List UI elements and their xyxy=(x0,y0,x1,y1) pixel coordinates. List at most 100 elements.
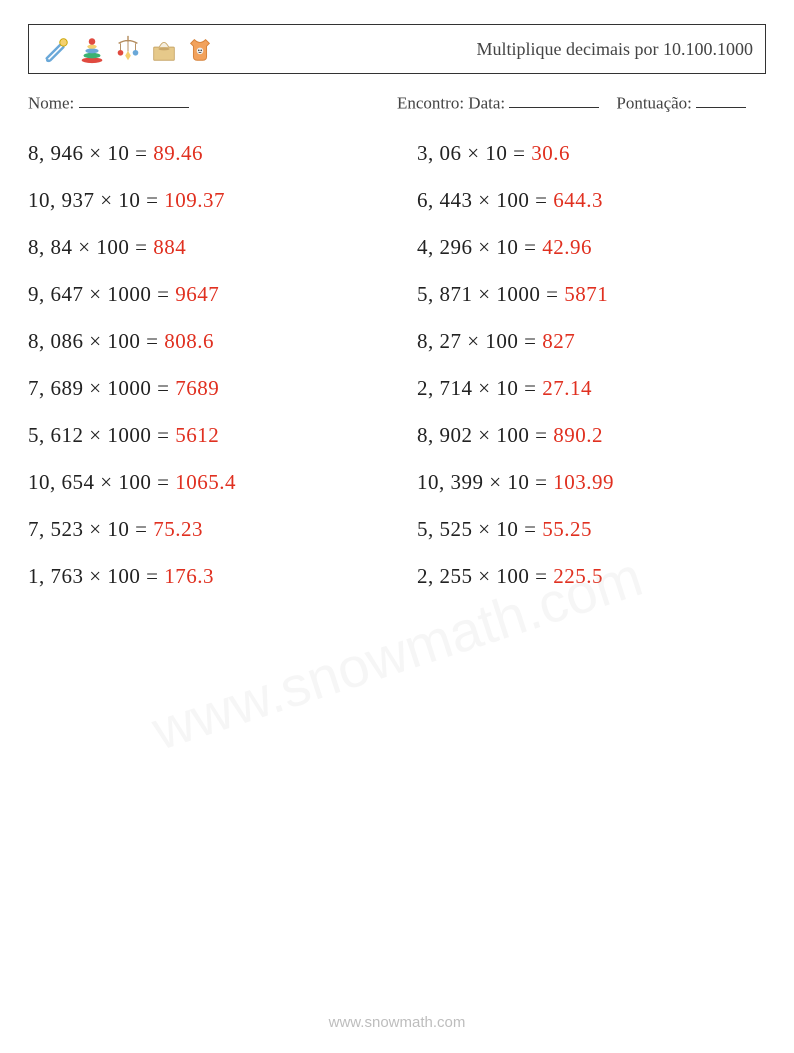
equals: = xyxy=(151,376,175,400)
operand: 10, 937 xyxy=(28,188,95,212)
answer: 9647 xyxy=(175,282,219,306)
score-label: Pontuação: xyxy=(616,93,692,112)
multiply-sign: × xyxy=(478,564,490,588)
multiply-sign: × xyxy=(89,376,101,400)
problem-row: 2, 255 × 100 = 225.5 xyxy=(417,564,766,589)
multiplier: 1000 xyxy=(107,376,151,400)
equals: = xyxy=(529,188,553,212)
equals: = xyxy=(151,423,175,447)
multiplier: 100 xyxy=(107,329,140,353)
problem-row: 6, 443 × 100 = 644.3 xyxy=(417,188,766,213)
answer: 176.3 xyxy=(164,564,214,588)
operand: 7, 689 xyxy=(28,376,84,400)
answer: 5871 xyxy=(564,282,608,306)
problem-row: 9, 647 × 1000 = 9647 xyxy=(28,282,377,307)
multiply-sign: × xyxy=(478,376,490,400)
operand: 2, 255 xyxy=(417,564,473,588)
multiply-sign: × xyxy=(100,470,112,494)
problems-grid: 8, 946 × 10 = 89.46 10, 937 × 10 = 109.37… xyxy=(28,141,766,589)
name-label: Nome: xyxy=(28,93,74,112)
encounter-label: Encontro: Data: xyxy=(397,93,505,112)
problem-row: 7, 523 × 10 = 75.23 xyxy=(28,517,377,542)
multiplier: 10 xyxy=(107,517,129,541)
multiply-sign: × xyxy=(478,517,490,541)
name-blank xyxy=(79,92,189,108)
equals: = xyxy=(518,235,542,259)
operand: 8, 27 xyxy=(417,329,462,353)
problem-row: 1, 763 × 100 = 176.3 xyxy=(28,564,377,589)
multiply-sign: × xyxy=(89,423,101,447)
tissue-box-icon xyxy=(149,33,179,65)
answer: 27.14 xyxy=(542,376,592,400)
footer-url: www.snowmath.com xyxy=(0,1014,794,1031)
problems-column-right: 3, 06 × 10 = 30.6 6, 443 × 100 = 644.3 4, … xyxy=(417,141,766,589)
operand: 8, 902 xyxy=(417,423,473,447)
answer: 5612 xyxy=(175,423,219,447)
multiply-sign: × xyxy=(89,141,101,165)
multiplier: 100 xyxy=(118,470,151,494)
operand: 8, 946 xyxy=(28,141,84,165)
equals: = xyxy=(529,423,553,447)
answer: 55.25 xyxy=(542,517,592,541)
multiply-sign: × xyxy=(89,517,101,541)
multiply-sign: × xyxy=(467,329,479,353)
operand: 7, 523 xyxy=(28,517,84,541)
operand: 6, 443 xyxy=(417,188,473,212)
multiply-sign: × xyxy=(478,423,490,447)
answer: 109.37 xyxy=(164,188,225,212)
problem-row: 7, 689 × 1000 = 7689 xyxy=(28,376,377,401)
worksheet-header: Multiplique decimais por 10.100.1000 xyxy=(28,24,766,74)
multiplier: 100 xyxy=(107,564,140,588)
problem-row: 2, 714 × 10 = 27.14 xyxy=(417,376,766,401)
answer: 1065.4 xyxy=(175,470,236,494)
operand: 10, 399 xyxy=(417,470,484,494)
multiplier: 10 xyxy=(496,235,518,259)
multiplier: 100 xyxy=(496,423,529,447)
equals: = xyxy=(140,564,164,588)
problem-row: 5, 612 × 1000 = 5612 xyxy=(28,423,377,448)
multiplier: 10 xyxy=(507,470,529,494)
multiplier: 10 xyxy=(118,188,140,212)
multiplier: 100 xyxy=(496,188,529,212)
baby-mobile-icon xyxy=(113,33,143,65)
answer: 827 xyxy=(542,329,575,353)
multiplier: 1000 xyxy=(107,282,151,306)
problems-column-left: 8, 946 × 10 = 89.46 10, 937 × 10 = 109.37… xyxy=(28,141,377,589)
equals: = xyxy=(151,282,175,306)
operand: 1, 763 xyxy=(28,564,84,588)
meta-row: Nome: Encontro: Data: Pontuação: xyxy=(28,92,766,113)
multiply-sign: × xyxy=(467,141,479,165)
ring-stacker-icon xyxy=(77,33,107,65)
problem-row: 8, 902 × 100 = 890.2 xyxy=(417,423,766,448)
answer: 103.99 xyxy=(553,470,614,494)
answer: 225.5 xyxy=(553,564,603,588)
problem-row: 5, 525 × 10 = 55.25 xyxy=(417,517,766,542)
problem-row: 3, 06 × 10 = 30.6 xyxy=(417,141,766,166)
multiplier: 10 xyxy=(496,517,518,541)
operand: 4, 296 xyxy=(417,235,473,259)
equals: = xyxy=(518,517,542,541)
operand: 3, 06 xyxy=(417,141,462,165)
multiply-sign: × xyxy=(89,329,101,353)
operand: 10, 654 xyxy=(28,470,95,494)
equals: = xyxy=(540,282,564,306)
answer: 808.6 xyxy=(164,329,214,353)
multiply-sign: × xyxy=(478,235,490,259)
date-blank xyxy=(509,92,599,108)
multiply-sign: × xyxy=(478,188,490,212)
answer: 89.46 xyxy=(153,141,203,165)
equals: = xyxy=(518,329,542,353)
equals: = xyxy=(518,376,542,400)
problem-row: 8, 84 × 100 = 884 xyxy=(28,235,377,260)
problem-row: 10, 399 × 10 = 103.99 xyxy=(417,470,766,495)
problem-row: 10, 654 × 100 = 1065.4 xyxy=(28,470,377,495)
answer: 884 xyxy=(153,235,186,259)
equals: = xyxy=(529,564,553,588)
multiply-sign: × xyxy=(89,564,101,588)
multiplier: 100 xyxy=(96,235,129,259)
operand: 9, 647 xyxy=(28,282,84,306)
multiply-sign: × xyxy=(89,282,101,306)
multiply-sign: × xyxy=(78,235,90,259)
equals: = xyxy=(151,470,175,494)
equals: = xyxy=(129,235,153,259)
